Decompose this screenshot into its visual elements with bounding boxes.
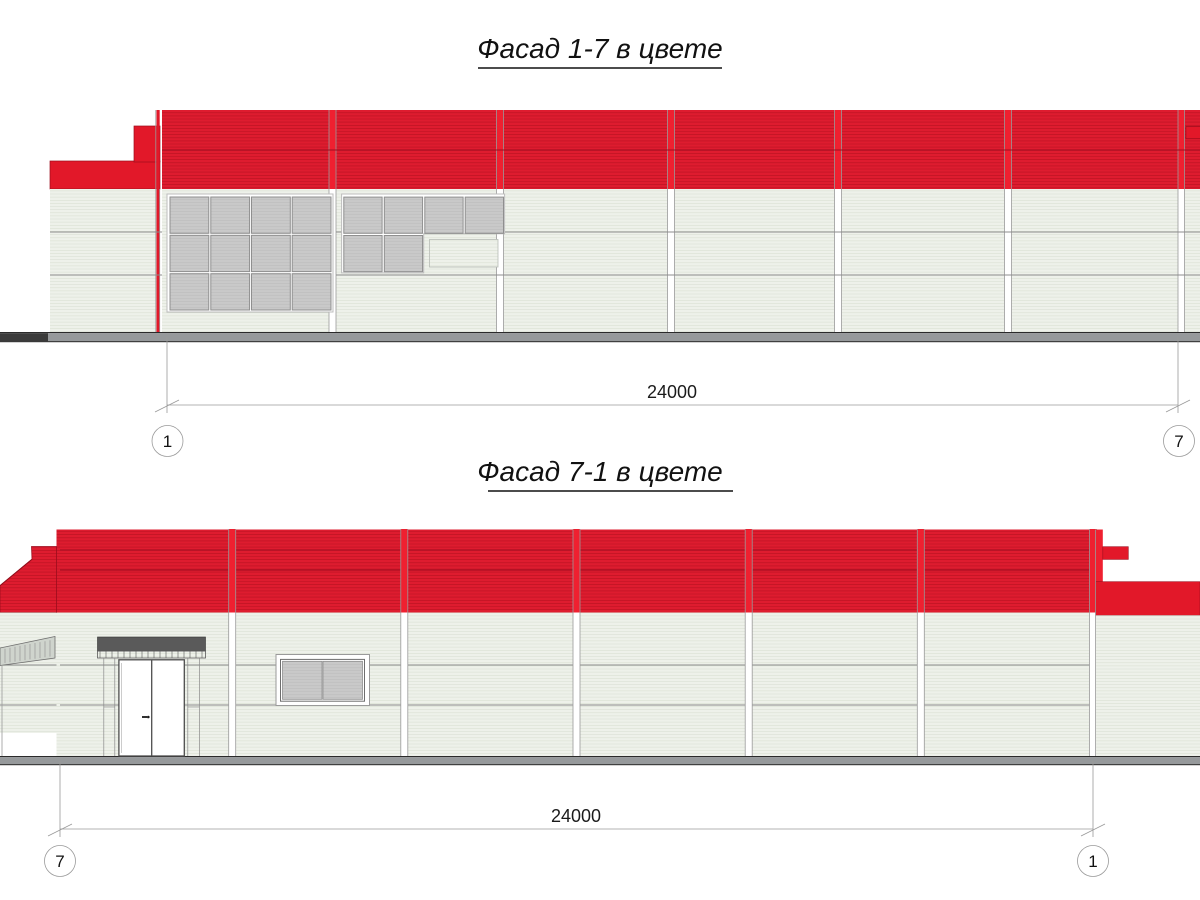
svg-text:24000: 24000 — [551, 806, 601, 826]
svg-text:7: 7 — [1174, 432, 1183, 451]
svg-text:Фасад 7-1 в цвете: Фасад 7-1 в цвете — [477, 456, 722, 487]
svg-text:Фасад 1-7 в цвете: Фасад 1-7 в цвете — [477, 33, 722, 64]
svg-text:1: 1 — [1088, 852, 1097, 871]
svg-text:24000: 24000 — [647, 382, 697, 402]
svg-text:1: 1 — [163, 432, 172, 451]
svg-text:7: 7 — [55, 852, 64, 871]
